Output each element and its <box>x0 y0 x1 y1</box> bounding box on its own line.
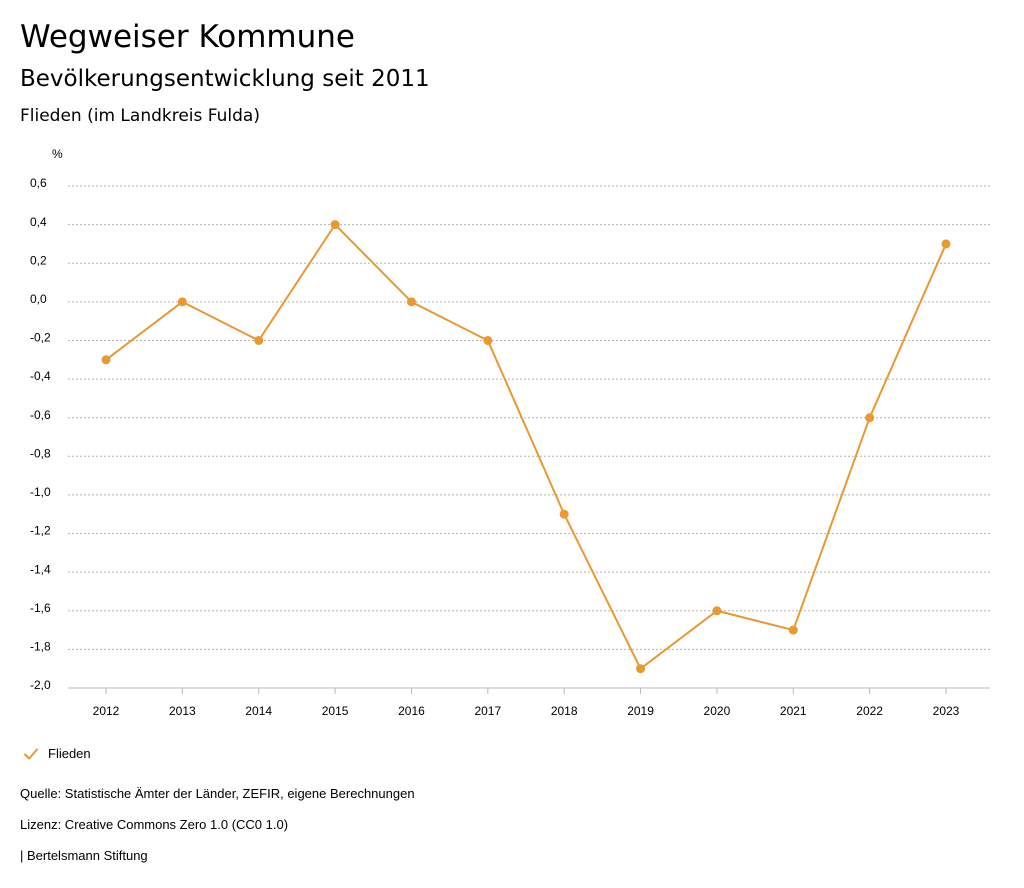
y-tick-label: -1,0 <box>30 485 51 499</box>
y-tick-label: -1,2 <box>30 524 51 538</box>
x-tick-label: 2014 <box>245 704 272 718</box>
data-point <box>788 625 798 635</box>
x-tick-label: 2019 <box>627 704 654 718</box>
x-tick-label: 2017 <box>474 704 501 718</box>
x-tick-label: 2020 <box>704 704 731 718</box>
data-point <box>712 606 722 616</box>
source-text: Quelle: Statistische Ämter der Länder, Z… <box>20 786 415 801</box>
data-point <box>636 664 646 674</box>
y-tick-label: 0,6 <box>30 176 47 190</box>
y-axis-unit-label: % <box>52 147 63 161</box>
page-title: Wegweiser Kommune <box>20 19 355 55</box>
y-tick-label: -1,4 <box>30 562 51 576</box>
chart-legend[interactable]: Flieden <box>22 744 91 764</box>
y-tick-label: -0,6 <box>30 408 51 422</box>
x-tick-label: 2022 <box>856 704 883 718</box>
series-line-flieden <box>105 223 947 670</box>
brand-text: | Bertelsmann Stiftung <box>20 848 148 863</box>
population-line-chart: % 0,6 0,4 0,2 0,0 -0,2 -0,4 -0,6 -0,8 -1,0 -1,2 -1,… <box>30 147 990 718</box>
y-tick-label: 0,4 <box>30 215 47 229</box>
region-label: Flieden (im Landkreis Fulda) <box>20 106 260 126</box>
data-point <box>559 509 569 519</box>
data-point <box>406 297 416 307</box>
x-tick-label: 2013 <box>169 704 196 718</box>
check-icon <box>24 748 38 760</box>
data-point <box>177 297 187 307</box>
y-tick-label: 0,0 <box>30 292 47 306</box>
x-tick-label: 2015 <box>322 704 349 718</box>
y-tick-label: -1,8 <box>30 640 51 654</box>
y-tick-label: -1,6 <box>30 601 51 615</box>
x-tick-label: 2016 <box>398 704 425 718</box>
y-tick-label: 0,2 <box>30 253 47 267</box>
y-tick-label: -0,2 <box>30 331 51 345</box>
data-point <box>101 355 111 365</box>
legend-label-flieden: Flieden <box>48 746 91 761</box>
x-tick-label: 2021 <box>780 704 807 718</box>
data-point <box>330 220 340 230</box>
data-point <box>865 413 875 423</box>
data-point <box>254 335 264 345</box>
y-tick-label: -0,4 <box>30 369 51 383</box>
x-tick-label: 2012 <box>93 704 120 718</box>
license-text: Lizenz: Creative Commons Zero 1.0 (CC0 1… <box>20 817 289 832</box>
x-tick-label: 2023 <box>933 704 960 718</box>
x-tick-label: 2018 <box>551 704 578 718</box>
data-point <box>941 239 951 249</box>
data-point <box>483 335 493 345</box>
y-tick-label: -2,0 <box>30 678 51 692</box>
chart-subtitle: Bevölkerungsentwicklung seit 2011 <box>20 66 430 92</box>
y-tick-label: -0,8 <box>30 446 51 460</box>
